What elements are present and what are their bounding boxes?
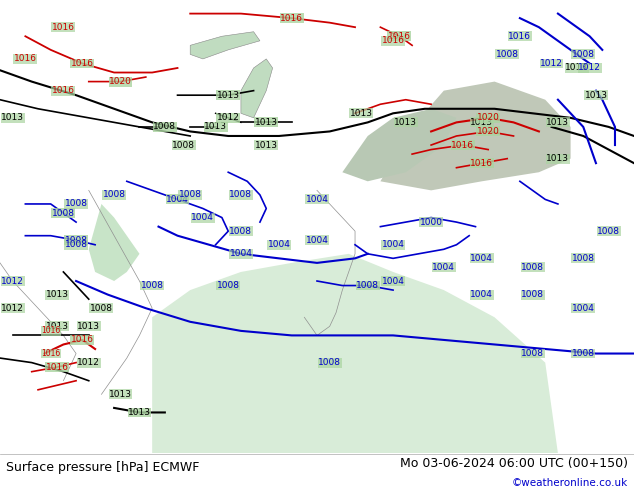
Text: 1013: 1013 bbox=[204, 122, 227, 131]
Text: 1008: 1008 bbox=[572, 254, 595, 263]
Text: 1004: 1004 bbox=[382, 240, 404, 249]
Text: 1013: 1013 bbox=[255, 141, 278, 149]
Text: 1016: 1016 bbox=[41, 349, 60, 358]
Text: 1008: 1008 bbox=[52, 209, 75, 218]
Text: 1016: 1016 bbox=[41, 326, 60, 335]
Text: 1013: 1013 bbox=[109, 390, 132, 399]
Text: 1008: 1008 bbox=[572, 50, 595, 59]
Text: 1008: 1008 bbox=[103, 191, 126, 199]
Text: 1004: 1004 bbox=[470, 254, 493, 263]
Text: 1013: 1013 bbox=[394, 118, 417, 127]
Text: 1008: 1008 bbox=[90, 304, 113, 313]
Text: 1016: 1016 bbox=[280, 14, 303, 23]
Text: 1004: 1004 bbox=[572, 304, 595, 313]
Text: 1008: 1008 bbox=[141, 281, 164, 290]
Text: 1004: 1004 bbox=[166, 195, 189, 204]
Text: 1008: 1008 bbox=[521, 263, 544, 272]
Text: 1013: 1013 bbox=[77, 322, 100, 331]
Text: 1004: 1004 bbox=[382, 276, 404, 286]
Text: 1012: 1012 bbox=[578, 64, 601, 73]
Polygon shape bbox=[241, 59, 273, 118]
Text: 1008: 1008 bbox=[65, 240, 87, 249]
Text: 1016: 1016 bbox=[52, 86, 75, 95]
Text: 1008: 1008 bbox=[172, 141, 195, 149]
Text: 1013: 1013 bbox=[46, 290, 68, 299]
Text: 1013: 1013 bbox=[1, 113, 24, 122]
Text: Surface pressure [hPa] ECMWF: Surface pressure [hPa] ECMWF bbox=[6, 462, 200, 474]
Text: 1008: 1008 bbox=[217, 281, 240, 290]
Text: 1016: 1016 bbox=[508, 32, 531, 41]
Text: 1008: 1008 bbox=[65, 199, 87, 208]
Text: 1016: 1016 bbox=[382, 36, 404, 45]
Text: 1008: 1008 bbox=[153, 122, 176, 131]
Text: 1012: 1012 bbox=[1, 276, 24, 286]
Text: 1008: 1008 bbox=[597, 227, 620, 236]
Text: 1013: 1013 bbox=[255, 118, 278, 127]
Text: Mo 03-06-2024 06:00 UTC (00+150): Mo 03-06-2024 06:00 UTC (00+150) bbox=[399, 457, 628, 470]
Text: 1004: 1004 bbox=[432, 263, 455, 272]
Text: 1016: 1016 bbox=[71, 336, 94, 344]
Polygon shape bbox=[152, 254, 558, 453]
Text: 1008: 1008 bbox=[230, 191, 252, 199]
Text: 1004: 1004 bbox=[230, 249, 252, 258]
Text: 1004: 1004 bbox=[191, 213, 214, 222]
Text: 1008: 1008 bbox=[230, 227, 252, 236]
Text: 1004: 1004 bbox=[306, 236, 328, 245]
Text: 1004: 1004 bbox=[306, 195, 328, 204]
Text: 1016: 1016 bbox=[52, 23, 75, 32]
Text: 1000: 1000 bbox=[420, 218, 443, 226]
Text: 1020: 1020 bbox=[109, 77, 132, 86]
Text: 1016: 1016 bbox=[388, 32, 411, 41]
Text: 1013: 1013 bbox=[46, 322, 68, 331]
Polygon shape bbox=[190, 32, 260, 59]
Text: 1008: 1008 bbox=[318, 358, 341, 367]
Text: 1004: 1004 bbox=[470, 290, 493, 299]
Text: 1012: 1012 bbox=[540, 59, 563, 68]
Text: 1012: 1012 bbox=[1, 304, 24, 313]
Text: 1008: 1008 bbox=[572, 349, 595, 358]
Text: 1016: 1016 bbox=[470, 159, 493, 168]
Text: 1013: 1013 bbox=[128, 408, 151, 417]
Text: 1016: 1016 bbox=[14, 54, 37, 63]
Text: 1008: 1008 bbox=[179, 191, 202, 199]
Text: 1013: 1013 bbox=[350, 109, 373, 118]
Text: 1016: 1016 bbox=[451, 141, 474, 149]
Text: 1013: 1013 bbox=[547, 118, 569, 127]
Polygon shape bbox=[380, 82, 571, 191]
Text: 1012: 1012 bbox=[77, 358, 100, 367]
Text: 1008: 1008 bbox=[521, 290, 544, 299]
Polygon shape bbox=[342, 109, 456, 181]
Text: 1013: 1013 bbox=[470, 118, 493, 127]
Text: 1013: 1013 bbox=[217, 91, 240, 99]
Text: 1020: 1020 bbox=[477, 113, 500, 122]
Text: 1013: 1013 bbox=[566, 64, 588, 73]
Text: 1004: 1004 bbox=[268, 240, 290, 249]
Text: 1008: 1008 bbox=[521, 349, 544, 358]
Text: 1008: 1008 bbox=[65, 236, 87, 245]
Polygon shape bbox=[89, 204, 139, 281]
Text: ©weatheronline.co.uk: ©weatheronline.co.uk bbox=[512, 478, 628, 489]
Text: 1013: 1013 bbox=[585, 91, 607, 99]
Text: 1008: 1008 bbox=[496, 50, 519, 59]
Text: 1013: 1013 bbox=[547, 154, 569, 163]
Text: 1020: 1020 bbox=[477, 127, 500, 136]
Text: 1016: 1016 bbox=[71, 59, 94, 68]
Text: 1012: 1012 bbox=[217, 113, 240, 122]
Text: 1008: 1008 bbox=[356, 281, 379, 290]
Text: 1016: 1016 bbox=[46, 363, 68, 371]
